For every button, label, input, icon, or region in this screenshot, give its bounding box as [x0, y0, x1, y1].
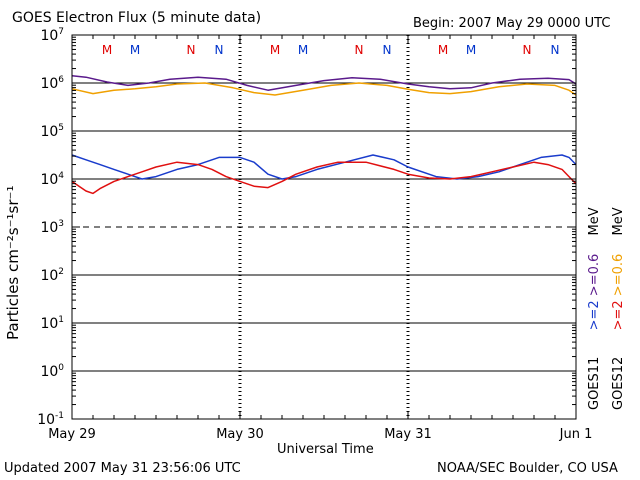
orbit-marker-n: N	[551, 43, 560, 57]
x-axis-title: Universal Time	[277, 442, 374, 457]
legend-goes12-06mev: >=0.6	[611, 253, 626, 297]
legend-goes11-label: GOES11	[587, 356, 602, 410]
orbit-marker-m: M	[298, 43, 308, 57]
x-tick-label: Jun 1	[559, 427, 593, 442]
orbit-marker-m: M	[270, 43, 280, 57]
legend-goes12-label: GOES12	[611, 356, 626, 410]
y-axis-title: Particles cm⁻²s⁻¹sr⁻¹	[4, 185, 22, 340]
y-tick-label: 10-1	[37, 411, 64, 428]
chart-title: GOES Electron Flux (5 minute data)	[12, 10, 262, 26]
orbit-marker-n: N	[187, 43, 196, 57]
legend-goes11-2mev: >=2	[587, 300, 602, 331]
x-tick-label: May 31	[384, 427, 432, 442]
orbit-marker-m: M	[438, 43, 448, 57]
legend-goes12-mev: MeV	[611, 207, 626, 236]
y-tick-label: 101	[40, 315, 64, 332]
x-tick-label: May 29	[48, 427, 96, 442]
y-tick-label: 105	[40, 123, 64, 140]
begin-label: Begin: 2007 May 29 0000 UTC	[413, 16, 611, 31]
tick-layer	[71, 35, 577, 420]
day-dividers	[238, 35, 410, 419]
y-tick-label: 104	[40, 171, 64, 188]
series-layer	[71, 75, 577, 195]
y-tick-label: 103	[40, 219, 64, 236]
orbit-marker-n: N	[523, 43, 532, 57]
orbit-marker-n: N	[383, 43, 392, 57]
orbit-marker-n: N	[355, 43, 364, 57]
series-line-0	[71, 75, 577, 91]
legend-goes12-2mev: >=2	[611, 300, 626, 331]
legend-col-goes11: GOES11 >=2 >=0.6 MeV	[587, 207, 602, 410]
y-tick-label: 107	[40, 27, 64, 44]
updated-timestamp: Updated 2007 May 31 23:56:06 UTC	[4, 461, 241, 476]
series-line-3	[71, 161, 577, 195]
orbit-marker-m: M	[130, 43, 140, 57]
reference-lines	[72, 82, 576, 372]
plot-frame	[71, 34, 577, 420]
series-line-2	[71, 154, 577, 180]
orbit-marker-m: M	[102, 43, 112, 57]
orbit-marker-n: N	[215, 43, 224, 57]
source-credit: NOAA/SEC Boulder, CO USA	[437, 461, 618, 476]
legend-col-goes12: GOES12 >=2 >=0.6 MeV	[611, 207, 626, 410]
series-line-1	[71, 82, 577, 96]
y-tick-label: 100	[40, 363, 64, 380]
legend-goes11-mev: MeV	[587, 207, 602, 236]
x-tick-label: May 30	[216, 427, 264, 442]
y-tick-label: 106	[40, 75, 64, 92]
legend-goes11-06mev: >=0.6	[587, 253, 602, 297]
orbit-marker-m: M	[466, 43, 476, 57]
y-tick-label: 102	[40, 267, 64, 284]
axis-labels: May 29 May 30 May 31 Jun 1 10-1 100 101 102 103 1…	[37, 27, 592, 442]
